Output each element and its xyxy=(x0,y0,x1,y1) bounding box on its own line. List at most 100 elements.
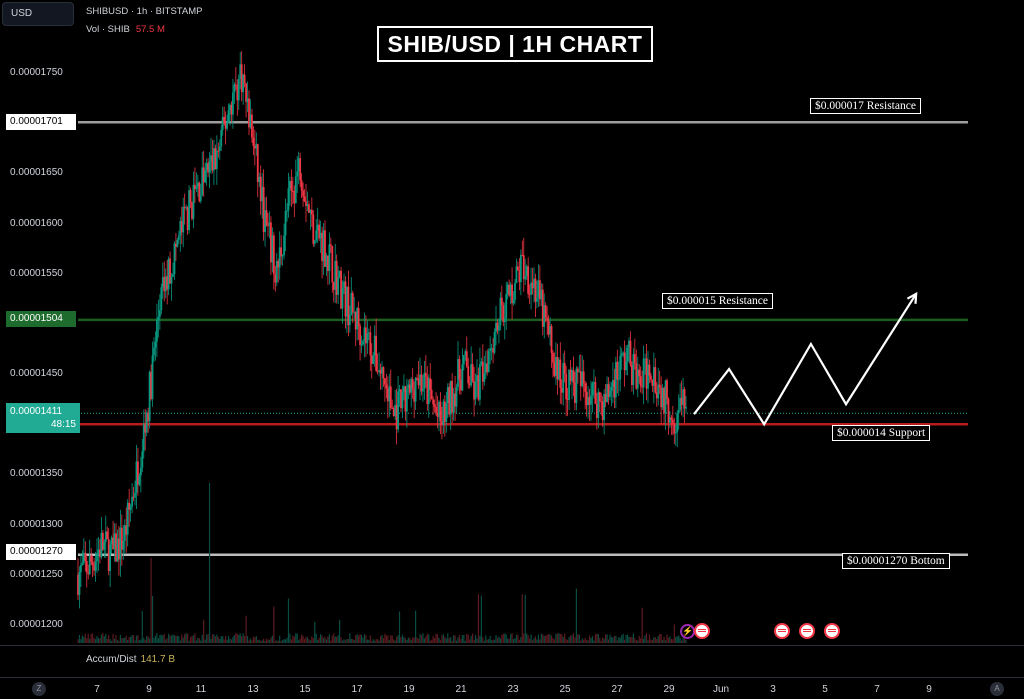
candle-body xyxy=(125,525,128,535)
candle-body xyxy=(310,209,313,215)
level-lines xyxy=(78,121,968,556)
volume-bar xyxy=(176,636,178,643)
volume-bar xyxy=(400,636,402,643)
candle-body xyxy=(392,408,395,416)
currency-selector[interactable]: USD xyxy=(2,2,74,26)
candle-body xyxy=(351,293,354,313)
volume-bar xyxy=(276,640,278,643)
volume-bar xyxy=(493,639,496,643)
candle-body xyxy=(527,266,530,294)
candle-body xyxy=(183,206,186,209)
candle-body xyxy=(424,372,427,377)
volume-bar xyxy=(149,638,151,643)
candle-body xyxy=(381,367,383,374)
y-tick-label: 0.00001350 xyxy=(10,468,63,480)
volume-bar xyxy=(555,633,557,643)
candle-body xyxy=(93,565,95,571)
volume-bar xyxy=(621,635,623,643)
candle-body xyxy=(449,380,452,415)
candle-body xyxy=(606,384,608,402)
volume-bar xyxy=(293,636,295,643)
volume-bar xyxy=(347,638,349,643)
volume-bar xyxy=(179,640,181,643)
candle-body xyxy=(131,496,133,507)
volume-bar xyxy=(474,634,477,643)
candle-body xyxy=(468,383,471,386)
volume-bar xyxy=(482,637,484,643)
volume-bar xyxy=(485,635,487,643)
volume-bar xyxy=(499,638,501,643)
us-flag-event-icon[interactable] xyxy=(694,623,710,639)
volume-bar xyxy=(315,633,317,643)
volume-bar xyxy=(162,635,164,643)
candle-body xyxy=(651,379,654,386)
candle-body xyxy=(248,98,250,128)
volume-bar xyxy=(188,640,190,643)
volume-bar xyxy=(318,637,320,643)
volume-bar xyxy=(425,636,427,643)
candle-body xyxy=(185,207,188,209)
candle-body xyxy=(386,388,389,402)
candle-body xyxy=(645,358,648,389)
volume-bar xyxy=(312,638,314,643)
x-tick-label: 9 xyxy=(146,684,152,695)
timezone-icon[interactable]: Z xyxy=(32,682,46,696)
volume-bar xyxy=(515,634,518,643)
volume-bar xyxy=(131,634,133,643)
volume-bar xyxy=(609,634,611,643)
volume-bar xyxy=(159,635,161,643)
volume-bar xyxy=(130,636,132,643)
candle-body xyxy=(353,311,356,313)
candle-body xyxy=(169,258,171,284)
candle-body xyxy=(306,204,309,207)
chart-title: SHIB/USD | 1H CHART xyxy=(377,26,653,62)
volume-bar xyxy=(362,637,364,643)
flash-event-icon[interactable]: ⚡ xyxy=(680,624,695,639)
volume-bar xyxy=(662,639,664,643)
candle-body xyxy=(591,383,594,396)
candle-body xyxy=(557,359,560,380)
candle-body xyxy=(347,286,350,326)
volume-bar xyxy=(447,633,449,643)
volume-bar xyxy=(151,595,154,643)
candle-body xyxy=(291,190,294,192)
candle-body xyxy=(363,327,366,341)
volume-bar xyxy=(382,638,385,643)
volume-bar xyxy=(184,634,186,643)
pane-separator[interactable] xyxy=(0,645,1024,646)
candle-body xyxy=(126,502,129,535)
candle-body xyxy=(217,150,220,152)
volume-bar xyxy=(612,637,614,643)
volume-bar xyxy=(141,611,143,643)
price-tag-1701: 0.00001701 xyxy=(6,114,76,130)
x-tick-label: 29 xyxy=(663,684,675,695)
candle-body xyxy=(638,369,641,377)
volume-bar xyxy=(510,634,512,643)
volume-bar xyxy=(466,633,468,643)
candle-body xyxy=(205,163,208,171)
volume-bar xyxy=(613,635,615,643)
volume-bar xyxy=(675,636,677,643)
volume-bar xyxy=(99,638,101,643)
us-flag-event-icon[interactable] xyxy=(774,623,790,639)
us-flag-event-icon[interactable] xyxy=(824,623,840,639)
auto-scale-icon[interactable]: A xyxy=(990,682,1004,696)
volume-bar xyxy=(453,635,455,643)
us-flag-event-icon[interactable] xyxy=(799,623,815,639)
candle-body xyxy=(221,116,224,130)
volume-bar xyxy=(320,634,322,643)
volume-bar xyxy=(626,634,629,643)
volume-bar xyxy=(581,638,583,643)
candle-body xyxy=(661,388,664,408)
volume-bar xyxy=(263,638,265,643)
volume-bar xyxy=(393,639,395,643)
candle-body xyxy=(546,317,549,321)
volume-bar xyxy=(154,635,157,643)
volume-bar xyxy=(454,635,456,643)
volume-bar xyxy=(163,634,165,643)
candle-body xyxy=(612,379,614,387)
volume-bar xyxy=(417,638,420,643)
volume-bar xyxy=(596,633,598,643)
volume-bar xyxy=(78,634,81,643)
